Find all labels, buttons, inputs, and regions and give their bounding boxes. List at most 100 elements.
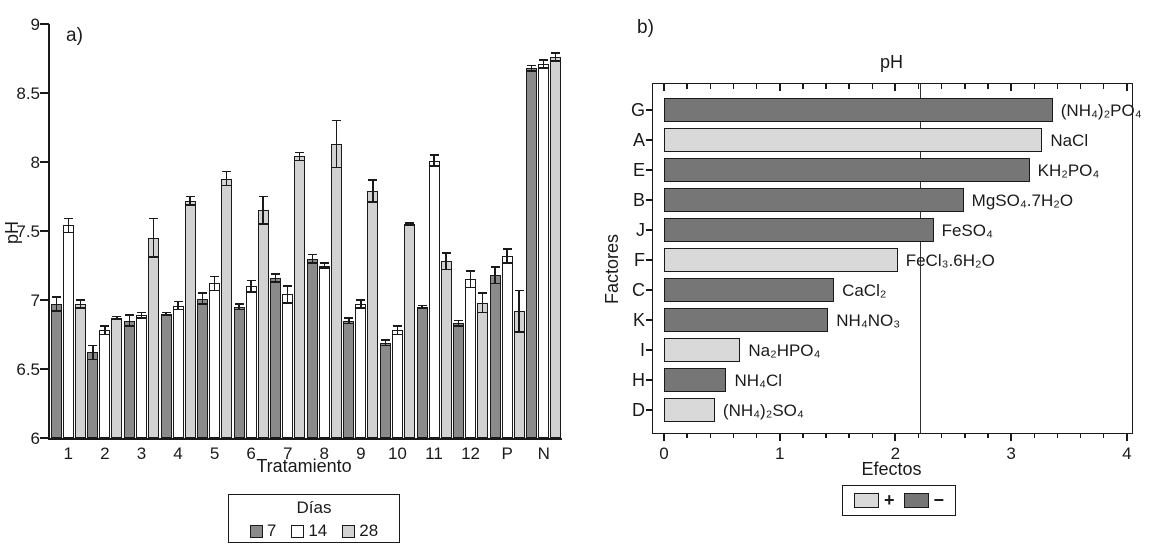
factor-left-tick: [646, 139, 652, 141]
error-bar-cap-bottom: [344, 322, 354, 325]
x-minor-tick-bottom: [1033, 433, 1035, 438]
hbar-factor-C: [664, 278, 835, 302]
x-minor-tick-bottom: [987, 433, 989, 438]
legend-item-minus: −: [903, 490, 944, 511]
error-bar-cap-top: [307, 253, 317, 256]
factor-left-tick: [646, 199, 652, 201]
error-bar-cap-bottom: [283, 301, 293, 304]
x-minor-tick-bottom: [686, 433, 688, 438]
bar-dias14-trat3: [135, 315, 147, 438]
panel-a-x-axis-title: Tratamiento: [256, 456, 352, 476]
bar-dias28-trat8: [330, 144, 342, 438]
hbar-factor-A: [664, 128, 1043, 152]
error-bar-cap-bottom: [258, 223, 268, 225]
error-bar-cap-top: [527, 64, 537, 67]
error-bar-cap-top: [88, 344, 98, 347]
factor-letter-D: D: [632, 400, 645, 420]
error-bar-cap-top: [331, 119, 341, 122]
factor-letter-E: E: [632, 160, 645, 180]
error-bar-cap-bottom: [63, 231, 73, 234]
error-bar-cap-top: [75, 299, 85, 301]
hbar-factor-I: [664, 338, 741, 362]
error-bar-cap-bottom: [551, 60, 561, 63]
error-bar-line: [531, 65, 533, 71]
bar-dias7-tratN: [526, 68, 538, 438]
panel-b-x-axis-title: Efectos: [861, 459, 922, 479]
error-bar-cap-bottom: [368, 201, 378, 203]
y-tick-label: 6: [30, 429, 40, 448]
error-bar-cap-top: [222, 170, 232, 173]
error-bar-cap-bottom: [295, 159, 305, 162]
x-minor-tick-bottom: [1102, 433, 1105, 438]
bar-dias28-trat1: [74, 304, 86, 438]
y-tick-mark: [40, 368, 49, 370]
error-bar-cap-bottom: [429, 165, 439, 167]
x-minor-tick-bottom: [848, 433, 850, 438]
y-tick-mark: [40, 23, 49, 25]
error-bar-line: [165, 312, 167, 316]
error-bar-cap-top: [502, 248, 512, 250]
error-bar-cap-bottom: [148, 256, 158, 258]
y-tick-label: 6.5: [16, 360, 40, 379]
error-bar-cap-bottom: [441, 268, 451, 271]
error-bar-cap-bottom: [246, 290, 256, 293]
error-bar-cap-bottom: [210, 289, 220, 292]
bar-dias14-tratP: [501, 255, 513, 438]
error-bar-cap-top: [258, 195, 268, 198]
x-minor-tick-bottom: [1056, 433, 1059, 438]
bar-dias7-trat2: [87, 352, 99, 438]
x-tick-label: 1: [774, 444, 785, 463]
error-bar-line: [213, 276, 216, 291]
error-bar-cap-top: [51, 296, 61, 299]
error-bar-cap-top: [404, 221, 414, 224]
error-bar-line: [384, 340, 387, 346]
x-major-tick-bottom: [1125, 433, 1128, 441]
error-bar-cap-bottom: [319, 267, 329, 270]
bar-dias7-trat4: [160, 313, 172, 438]
error-bar-cap-top: [490, 266, 500, 268]
chem-label-H: NH₄Cl: [734, 371, 783, 390]
panel-a-plot-area: 6 6.5 7 7.5 8 8.5 9 1 2 3 4 5 6 7 8 9 10 11 12 P N: [16, 15, 562, 463]
x-category-label: 12: [461, 444, 481, 463]
error-bar-cap-top: [429, 154, 439, 156]
x-category-label: 2: [100, 444, 110, 463]
factor-left-tick: [646, 109, 652, 111]
error-bar-cap-bottom: [356, 307, 366, 310]
bar-dias14-trat1: [62, 225, 74, 438]
y-tick-mark: [40, 92, 49, 94]
legend-swatch-light-icon: [342, 524, 356, 538]
x-category-label: 4: [173, 444, 183, 463]
error-bar-cap-top: [234, 303, 244, 305]
y-tick-label: 7.5: [16, 222, 40, 241]
y-tick-mark: [40, 299, 49, 301]
error-bar-line: [372, 179, 374, 203]
legend-swatch-plus-icon: [853, 493, 879, 508]
error-bar-cap-top: [173, 300, 183, 303]
bar-dias28-trat12: [477, 302, 489, 438]
error-bar-line: [323, 262, 325, 269]
panel-b-title: pH: [879, 52, 903, 72]
panel-a-legend-items: 7 14 28: [229, 521, 399, 541]
error-bar-cap-bottom: [234, 308, 244, 311]
panel-b-plot-area: G (NH₄)₂PO₄ A NaCl E KH₂PO₄ B MgSO₄.7H₂O J FeSO₄ F…: [631, 83, 1142, 463]
bar-dias14-trat7: [282, 294, 294, 438]
panel-a-label: a): [66, 25, 83, 46]
x-minor-tick-bottom: [940, 433, 943, 438]
error-bar-line: [201, 293, 204, 305]
x-minor-tick-top: [1079, 84, 1082, 89]
chem-label-K: NH₄NO₃: [836, 311, 901, 330]
error-bar-cap-top: [136, 311, 146, 314]
chem-label-F: FeCl₃.6H₂O: [905, 251, 995, 270]
bar-dias7-trat9: [343, 320, 355, 438]
error-bar-line: [494, 266, 496, 284]
error-bar-cap-bottom: [185, 203, 195, 206]
error-bar-cap-top: [185, 195, 195, 198]
error-bar-cap-bottom: [380, 344, 390, 347]
factor-letter-C: C: [632, 280, 645, 300]
error-bar-cap-top: [124, 314, 134, 316]
hbar-factor-B: [664, 188, 964, 212]
x-minor-tick-top: [871, 84, 873, 89]
bar-dias14-trat5: [209, 283, 221, 438]
x-minor-tick-bottom: [709, 433, 711, 438]
error-bar-line: [225, 171, 228, 186]
